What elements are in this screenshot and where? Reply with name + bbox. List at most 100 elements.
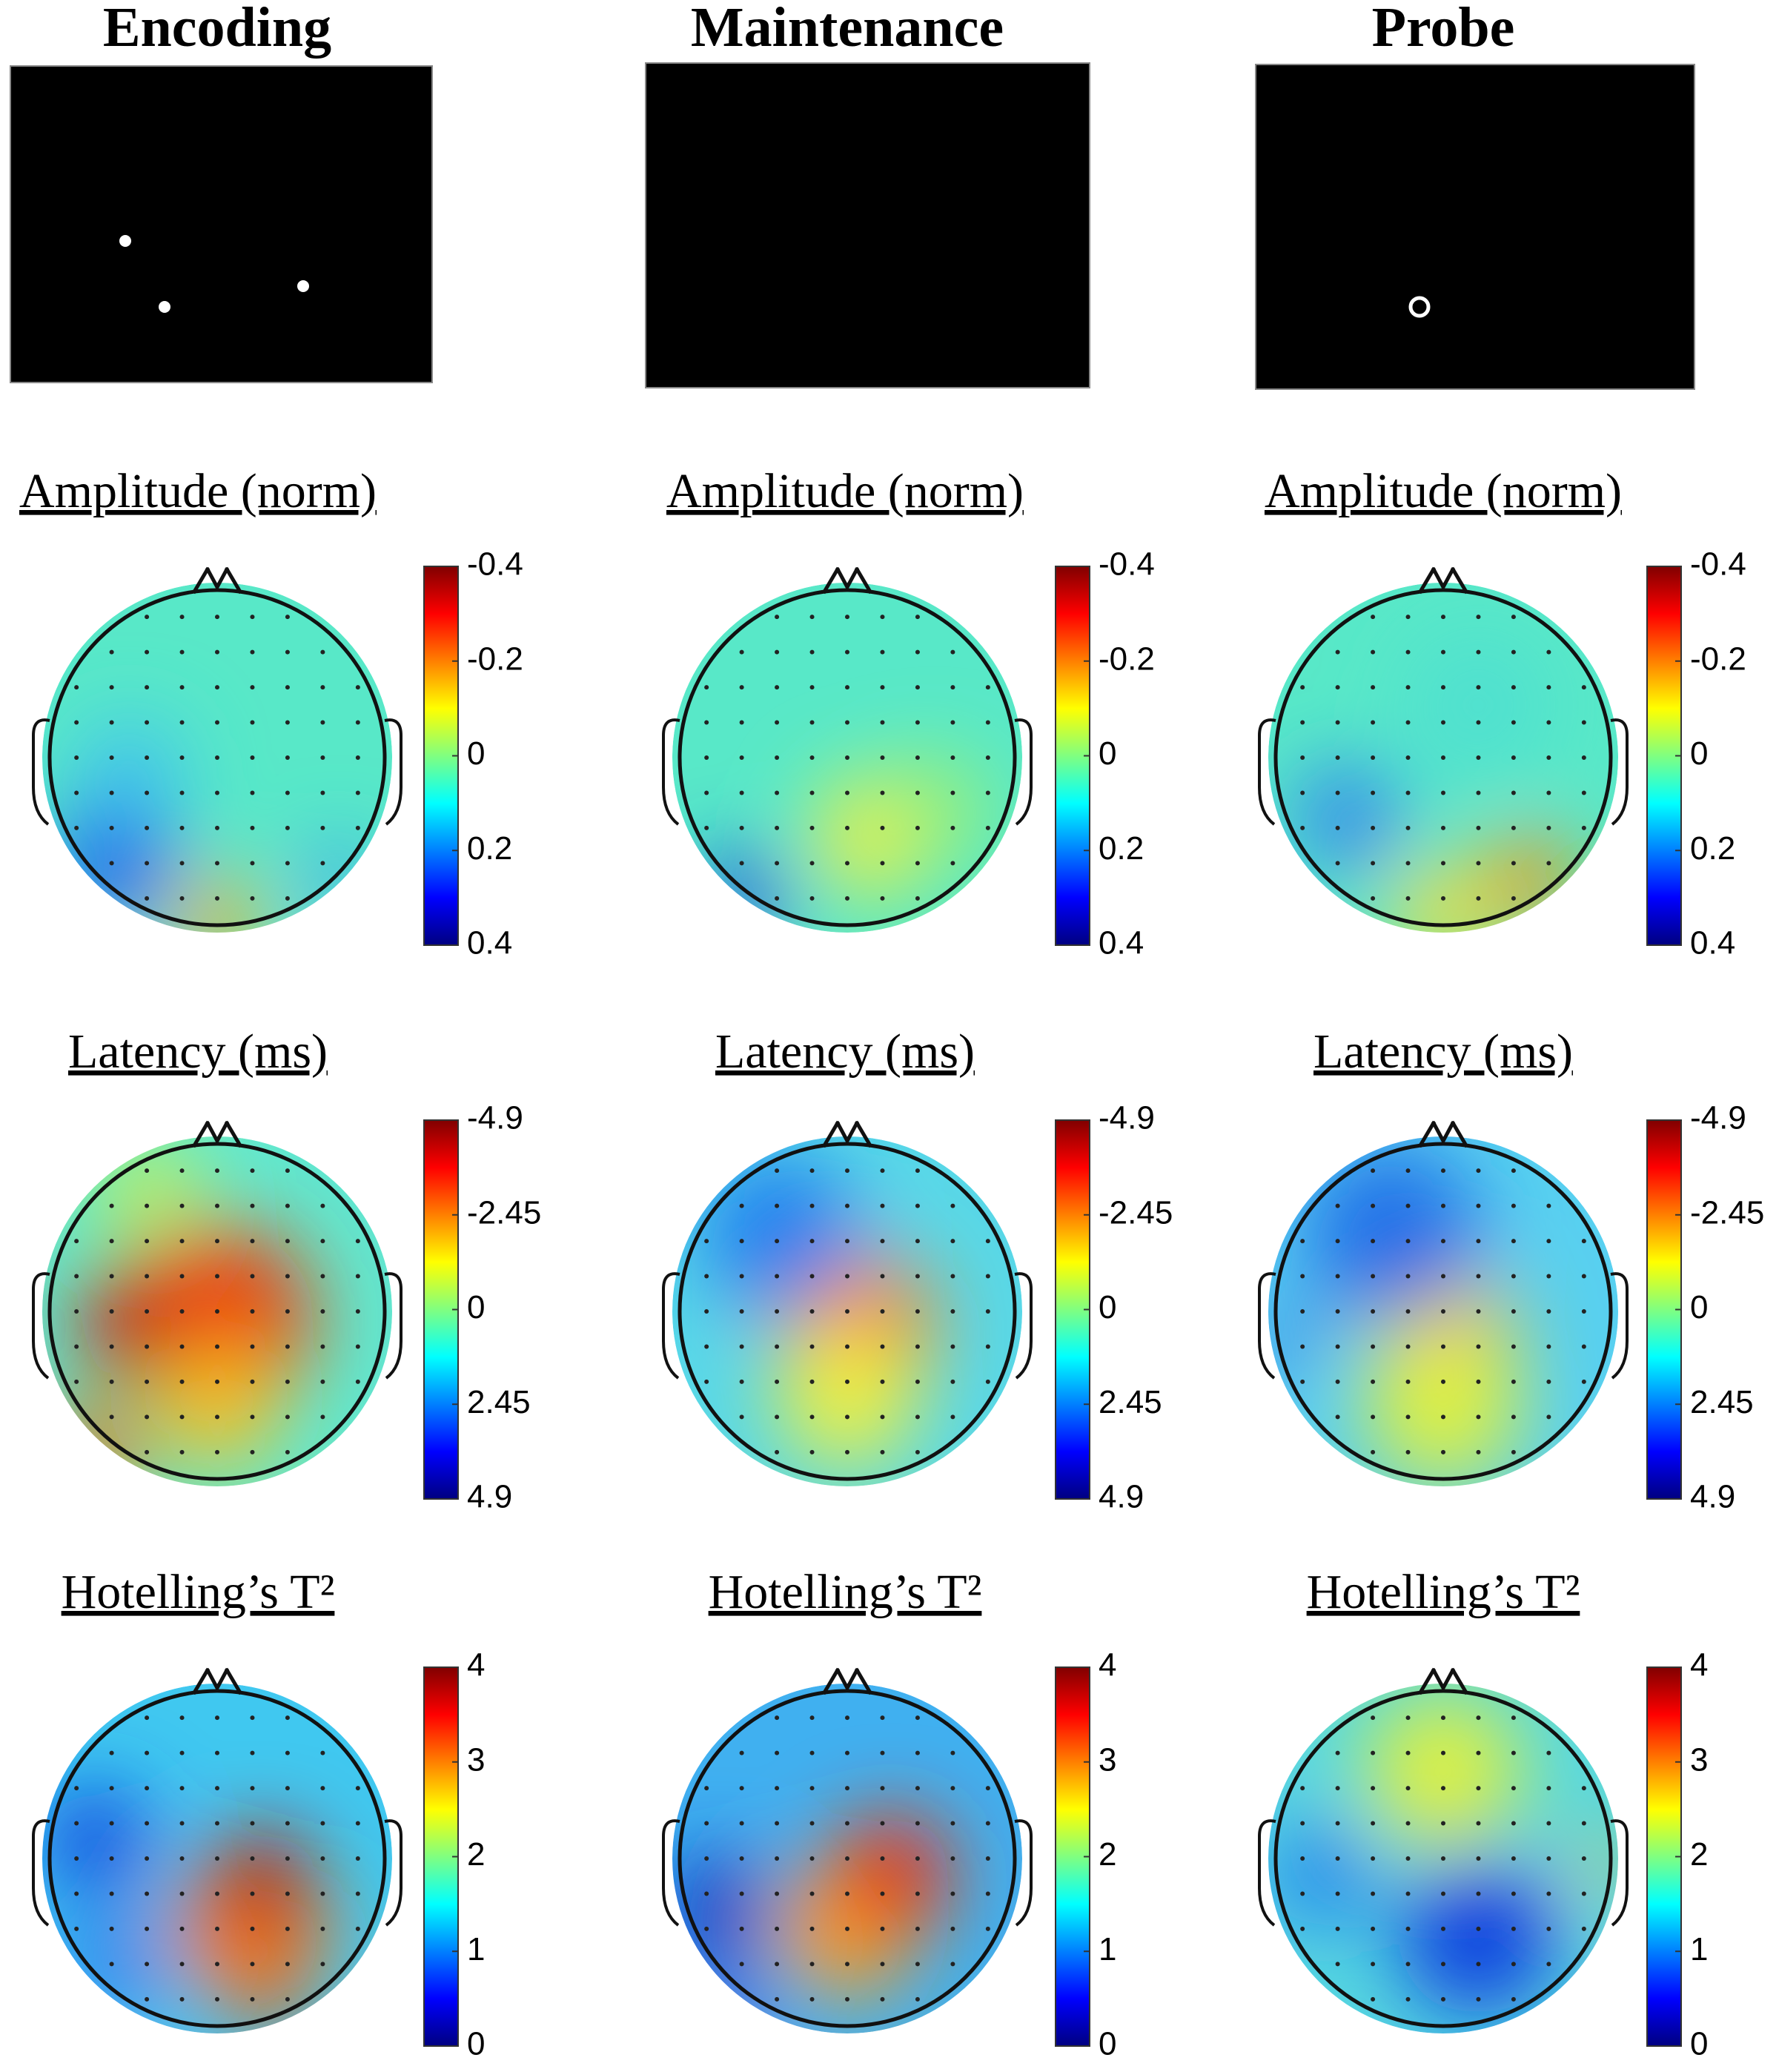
electrode: [109, 1274, 114, 1279]
electrode: [950, 1962, 955, 1967]
electrode: [1511, 649, 1516, 655]
electrode: [320, 1750, 325, 1755]
colorbar-tick-label: -4.9: [1099, 1100, 1155, 1136]
electrode: [775, 861, 780, 866]
electrode: [145, 861, 150, 866]
nose: [1431, 1120, 1456, 1145]
electrode: [1371, 1309, 1376, 1314]
electrode: [985, 1344, 990, 1349]
electrode: [1476, 685, 1481, 690]
nose: [821, 566, 841, 595]
electrode: [250, 790, 255, 795]
map-title: Amplitude (norm): [666, 464, 1024, 518]
electrode: [880, 720, 885, 725]
nose: [821, 1667, 841, 1695]
electrode: [985, 1856, 990, 1861]
electrode: [775, 649, 780, 655]
electrode: [1511, 1168, 1516, 1174]
electrode: [109, 1856, 114, 1861]
electrode: [109, 1962, 114, 1967]
electrode: [179, 685, 185, 690]
electrode: [285, 1996, 290, 2002]
electrode: [1300, 1856, 1305, 1861]
electrode: [1511, 1414, 1516, 1420]
topomap-region: [698, 1153, 856, 1312]
electrode: [320, 1962, 325, 1967]
colorbar-tick-label: 4: [1099, 1647, 1116, 1684]
electrode: [809, 1926, 815, 1931]
stimulus-dot: [297, 280, 309, 292]
electrode: [109, 1786, 114, 1791]
electrode: [739, 1274, 744, 1279]
electrode: [250, 615, 255, 620]
electrode: [775, 1821, 780, 1826]
electrode: [1300, 1309, 1305, 1314]
electrode: [880, 1891, 885, 1896]
electrode: [739, 1962, 744, 1967]
electrode: [74, 1274, 79, 1279]
electrode: [845, 1962, 849, 1967]
electrode: [320, 1344, 325, 1349]
electrode: [950, 1309, 955, 1314]
electrode: [809, 1715, 815, 1721]
electrode: [320, 825, 325, 830]
electrode: [145, 1379, 150, 1384]
electrode: [915, 1379, 920, 1384]
electrode: [250, 896, 255, 901]
electrode: [1511, 1750, 1516, 1755]
colorbar-tick-label: 0.2: [467, 830, 512, 867]
colorbar: [1055, 1666, 1090, 2047]
map-title: Hotelling’s T²: [62, 1565, 335, 1619]
electrode: [1476, 1926, 1481, 1931]
electrode: [845, 1309, 849, 1314]
nose: [1431, 566, 1456, 592]
electrode: [1405, 1239, 1411, 1244]
electrode: [1476, 896, 1481, 901]
electrode: [845, 896, 849, 901]
electrode: [845, 1203, 849, 1208]
electrode: [1441, 1274, 1445, 1279]
electrode: [880, 755, 885, 760]
electrode: [1581, 1926, 1586, 1931]
electrode: [285, 1821, 290, 1826]
electrode: [1441, 615, 1445, 620]
electrode: [1511, 1309, 1516, 1314]
electrode: [109, 861, 114, 866]
electrode: [775, 790, 780, 795]
nose: [1417, 1667, 1437, 1695]
electrode: [1405, 1856, 1411, 1861]
electrode: [985, 1891, 990, 1896]
colorbar-tick-label: 1: [1099, 1931, 1116, 1967]
electrode: [1546, 755, 1551, 760]
electrode: [880, 1962, 885, 1967]
electrode: [1405, 1750, 1411, 1755]
electrode: [739, 1379, 744, 1384]
electrode: [250, 1274, 255, 1279]
electrode: [1546, 1239, 1551, 1244]
electrode: [950, 1239, 955, 1244]
nose: [191, 566, 211, 595]
electrode: [215, 1274, 219, 1279]
colorbar-tick-label: 0: [1690, 1289, 1708, 1325]
electrode: [1441, 720, 1445, 725]
electrode: [250, 861, 255, 866]
electrode: [1405, 615, 1411, 620]
electrode: [880, 1344, 885, 1349]
electrode: [809, 1344, 815, 1349]
electrode: [845, 1449, 849, 1454]
electrode: [950, 1274, 955, 1279]
electrode: [1476, 1414, 1481, 1420]
electrode: [739, 825, 744, 830]
electrode: [915, 1168, 920, 1174]
electrode: [215, 1821, 219, 1826]
ear: [1610, 1272, 1629, 1380]
electrode: [320, 1821, 325, 1826]
electrode: [320, 1239, 325, 1244]
electrode: [285, 790, 290, 795]
electrode: [179, 1449, 185, 1454]
electrode: [1405, 1309, 1411, 1314]
electrode: [145, 1203, 150, 1208]
electrode: [1371, 896, 1376, 901]
electrode: [775, 1449, 780, 1454]
electrode: [950, 790, 955, 795]
